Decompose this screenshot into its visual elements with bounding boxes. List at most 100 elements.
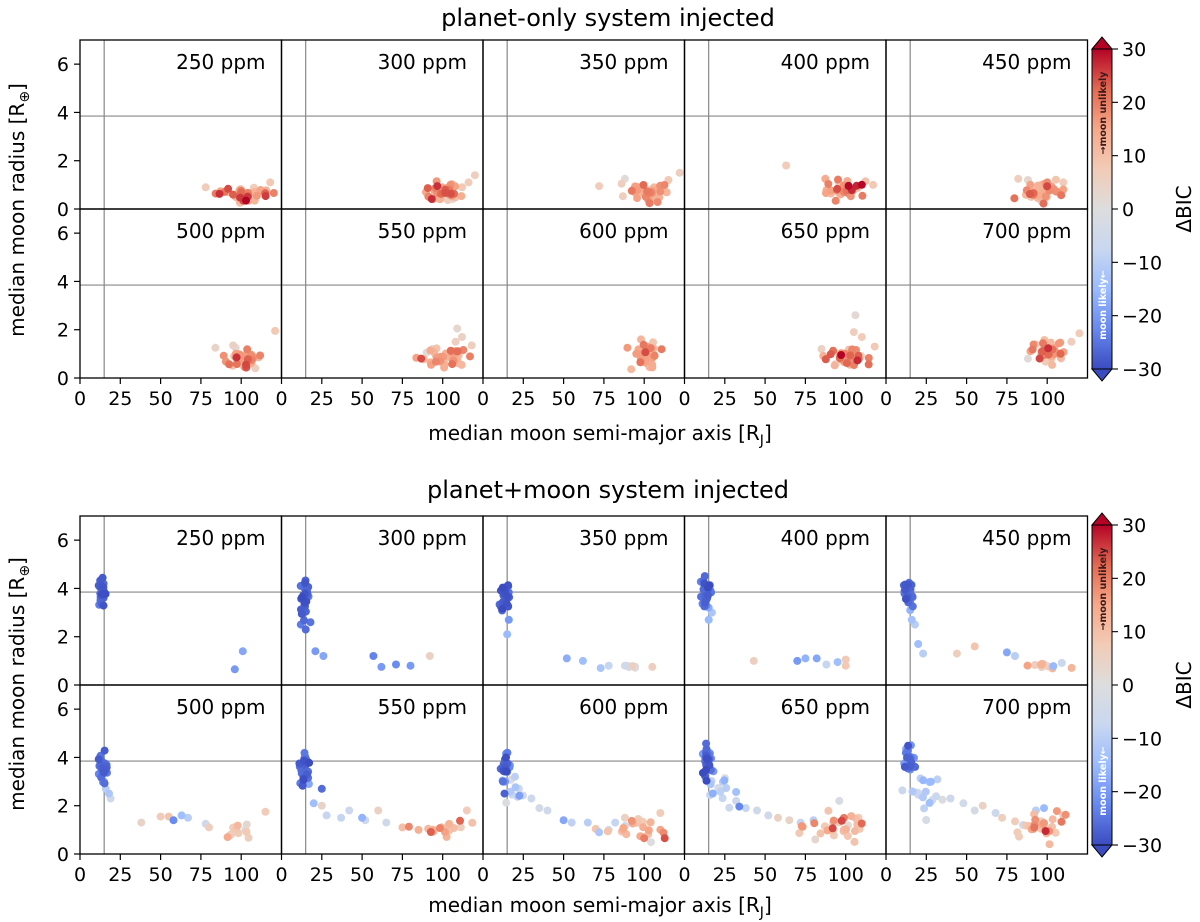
data-point (225, 360, 234, 369)
data-point (511, 772, 519, 781)
data-point (242, 828, 251, 836)
data-point (604, 661, 613, 670)
colorbar-min-arrow (1090, 368, 1114, 382)
data-point (904, 580, 912, 589)
x-tick-label: 75 (390, 388, 414, 410)
data-point (841, 661, 850, 670)
data-point (903, 753, 911, 762)
panel-planet-only-250: 250 ppm 0 2 4 6 (57, 39, 283, 221)
data-point (620, 813, 629, 822)
panel-planet-only-600: 600 ppm 0 25 50 75 100 (477, 208, 686, 410)
data-point (914, 640, 923, 648)
data-point (543, 806, 552, 815)
colorbar-tick-label: −10 (1122, 252, 1162, 274)
data-point (991, 809, 1000, 817)
data-point (1014, 174, 1023, 183)
panel-label: 650 ppm (781, 219, 870, 243)
data-point (595, 828, 604, 837)
data-point (841, 655, 850, 664)
data-point (1054, 339, 1063, 348)
data-point (470, 171, 479, 180)
x-tick-label: 50 (753, 388, 777, 410)
data-point (447, 189, 455, 198)
data-point (1051, 828, 1060, 837)
data-point (978, 801, 987, 810)
data-point (298, 593, 306, 602)
y-tick-label: 4 (57, 271, 69, 293)
panel-label: 300 ppm (378, 526, 467, 550)
data-point (623, 343, 632, 352)
data-point (261, 192, 270, 201)
data-point (219, 351, 228, 360)
data-point (1037, 660, 1046, 669)
data-point (596, 664, 605, 673)
x-tick-label: 100 (828, 864, 864, 886)
data-point (1067, 337, 1076, 346)
data-point (826, 350, 835, 359)
data-point (1011, 652, 1019, 660)
y-tick-label: 6 (57, 530, 69, 552)
panel-label: 700 ppm (982, 695, 1071, 719)
panel-label: 500 ppm (176, 695, 265, 719)
data-point (656, 809, 665, 817)
data-point (511, 783, 520, 792)
data-point (920, 804, 929, 813)
data-point (703, 591, 712, 600)
data-point (98, 582, 106, 591)
data-point (456, 816, 464, 825)
data-point (705, 581, 714, 590)
x-tick-label: 75 (390, 864, 414, 886)
data-point (1057, 817, 1066, 826)
data-point (297, 609, 306, 618)
data-point (932, 792, 941, 801)
data-point (639, 181, 648, 189)
data-point (233, 821, 242, 830)
data-point (834, 175, 842, 184)
data-point (970, 642, 979, 651)
data-point (645, 199, 654, 208)
data-point (702, 754, 711, 763)
data-point (633, 194, 642, 202)
data-point (648, 662, 657, 671)
data-point (498, 777, 507, 786)
data-point (392, 660, 400, 669)
x-tick-label: 0 (74, 388, 86, 410)
data-point (345, 806, 354, 815)
data-point (417, 354, 426, 363)
data-point (99, 601, 108, 610)
data-point (229, 190, 237, 199)
y-tick-label: 0 (57, 675, 69, 697)
data-point (908, 787, 917, 796)
data-point (921, 787, 930, 796)
data-point (1061, 810, 1070, 819)
data-point (105, 789, 113, 798)
data-point (801, 654, 810, 663)
data-point (1049, 662, 1058, 671)
x-tick-label: 25 (108, 864, 132, 886)
data-point (1056, 349, 1065, 358)
data-point (211, 343, 220, 352)
data-point (636, 358, 645, 367)
data-point (622, 661, 631, 670)
data-point (816, 829, 825, 838)
data-point (782, 161, 791, 170)
x-tick-label: 100 (425, 388, 461, 410)
data-point (907, 615, 916, 624)
data-point (700, 572, 709, 581)
data-point (502, 798, 511, 807)
data-point (156, 812, 165, 821)
x-tick-label: 75 (995, 864, 1019, 886)
x-tick-label: 100 (1029, 864, 1065, 886)
data-point (1057, 658, 1066, 667)
data-point (656, 187, 665, 196)
data-point (309, 799, 318, 808)
x-tick-label: 75 (189, 388, 213, 410)
data-point (1025, 190, 1034, 198)
data-point (793, 656, 802, 665)
data-point (256, 351, 265, 360)
x-tick-label: 25 (108, 388, 132, 410)
panel-planet-moon-250: 250 ppm 0 2 4 6 (57, 515, 283, 697)
data-point (1051, 175, 1060, 184)
panel-frame (885, 684, 1089, 855)
x-tick-label: 25 (713, 388, 737, 410)
